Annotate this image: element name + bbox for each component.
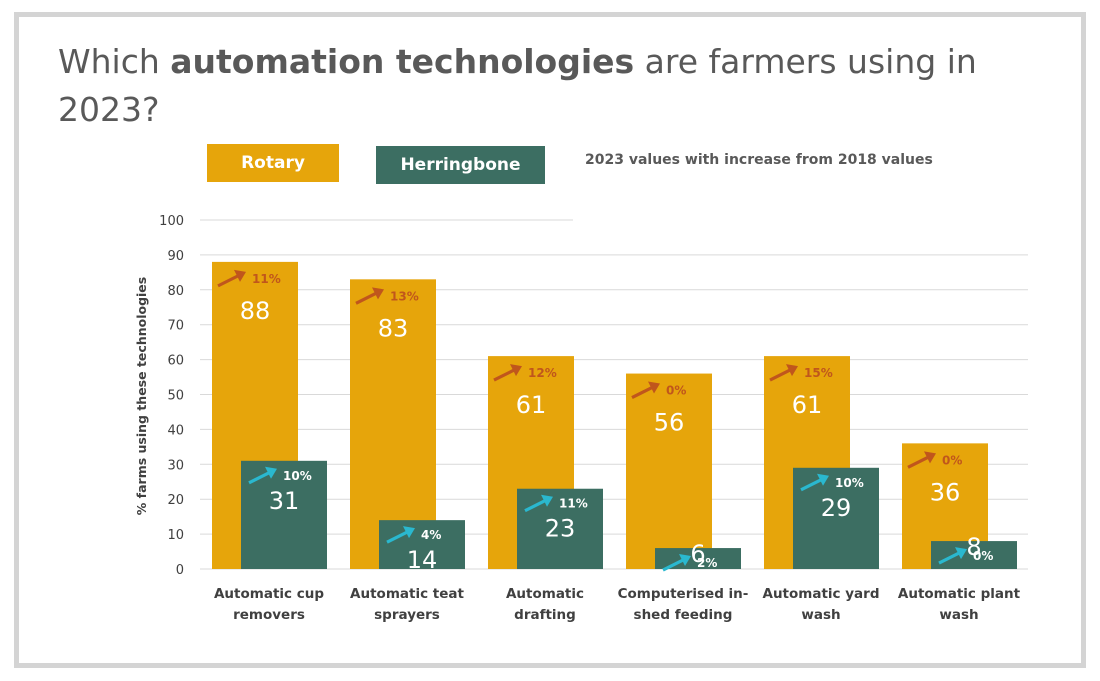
increase-label-rotary: 15% bbox=[804, 366, 833, 380]
bar-herringbone bbox=[517, 488, 603, 569]
y-tick-label: 70 bbox=[167, 319, 184, 334]
x-tick-label: drafting bbox=[514, 607, 576, 623]
y-tick-label: 100 bbox=[159, 214, 184, 229]
legend-rotary-label: Rotary bbox=[241, 153, 305, 173]
increase-arrow-icon bbox=[662, 554, 691, 572]
x-tick-label: Automatic cup bbox=[214, 586, 324, 602]
title-part2: are farmers using in 2023? bbox=[58, 42, 977, 129]
increase-label-rotary: 0% bbox=[666, 384, 686, 398]
increase-arrow-icon bbox=[386, 526, 415, 544]
value-label-herringbone: 14 bbox=[407, 546, 438, 574]
legend-herringbone: Herringbone bbox=[376, 146, 545, 184]
y-tick-label: 30 bbox=[167, 458, 184, 473]
value-label-rotary: 88 bbox=[240, 297, 271, 325]
bar-rotary bbox=[626, 373, 712, 569]
title-part1: Which bbox=[58, 42, 171, 81]
value-label-herringbone: 8 bbox=[966, 533, 981, 561]
increase-label-herringbone: 10% bbox=[283, 469, 312, 483]
value-label-rotary: 61 bbox=[516, 391, 547, 419]
value-label-rotary: 36 bbox=[930, 478, 961, 506]
legend-herringbone-label: Herringbone bbox=[400, 155, 521, 175]
value-label-rotary: 83 bbox=[378, 314, 409, 342]
increase-arrow-icon bbox=[907, 451, 936, 469]
value-label-herringbone: 29 bbox=[821, 494, 852, 522]
increase-label-herringbone: 4% bbox=[421, 528, 441, 542]
increase-label-rotary: 13% bbox=[390, 289, 419, 303]
x-tick-label: sprayers bbox=[374, 607, 440, 623]
increase-label-herringbone: 2% bbox=[697, 556, 717, 570]
increase-arrow-icon bbox=[800, 473, 829, 492]
x-tick-label: Automatic plant bbox=[898, 586, 1021, 602]
increase-arrow-icon bbox=[631, 381, 660, 399]
increase-arrow-icon bbox=[524, 494, 553, 513]
increase-arrow-icon bbox=[493, 364, 522, 382]
bar-herringbone bbox=[379, 520, 465, 569]
y-tick-label: 90 bbox=[167, 249, 184, 264]
x-tick-label: Automatic yard bbox=[763, 586, 880, 602]
increase-arrow-icon bbox=[938, 547, 967, 565]
chart-subtitle: 2023 values with increase from 2018 valu… bbox=[585, 152, 933, 168]
legend-rotary: Rotary bbox=[207, 144, 339, 182]
y-tick-label: 20 bbox=[167, 493, 184, 508]
increase-label-rotary: 12% bbox=[528, 366, 557, 380]
increase-arrow-icon bbox=[355, 287, 384, 305]
increase-label-herringbone: 0% bbox=[973, 549, 993, 563]
value-label-rotary: 61 bbox=[792, 391, 823, 419]
increase-arrow-icon bbox=[769, 364, 798, 382]
increase-arrow-icon bbox=[248, 466, 277, 485]
increase-arrow-icon bbox=[217, 269, 246, 288]
y-tick-label: 80 bbox=[167, 284, 184, 299]
x-tick-label: Automatic bbox=[506, 586, 584, 602]
y-tick-label: 60 bbox=[167, 354, 184, 369]
value-label-rotary: 56 bbox=[654, 409, 685, 437]
increase-label-herringbone: 11% bbox=[559, 497, 588, 511]
x-tick-label: wash bbox=[801, 607, 840, 623]
value-label-herringbone: 31 bbox=[269, 487, 300, 515]
chart-title: Which automation technologies are farmer… bbox=[58, 38, 1018, 134]
x-tick-label: wash bbox=[939, 607, 978, 623]
y-axis-label: % farms using these technologies bbox=[134, 277, 149, 515]
value-label-herringbone: 6 bbox=[690, 540, 705, 568]
increase-label-herringbone: 10% bbox=[835, 476, 864, 490]
y-tick-label: 50 bbox=[167, 389, 184, 404]
x-tick-label: Automatic teat bbox=[350, 586, 464, 602]
x-tick-label: shed feeding bbox=[634, 607, 733, 623]
x-tick-label: removers bbox=[233, 607, 305, 623]
increase-label-rotary: 0% bbox=[942, 453, 962, 467]
y-tick-label: 0 bbox=[176, 563, 184, 578]
title-bold: automation technologies bbox=[170, 42, 635, 81]
y-tick-label: 10 bbox=[167, 528, 184, 543]
bar-herringbone bbox=[931, 541, 1017, 569]
x-tick-label: Computerised in- bbox=[618, 586, 749, 602]
increase-label-rotary: 11% bbox=[252, 272, 281, 286]
y-tick-label: 40 bbox=[167, 423, 184, 438]
bar-herringbone bbox=[793, 467, 879, 569]
value-label-herringbone: 23 bbox=[545, 515, 576, 543]
